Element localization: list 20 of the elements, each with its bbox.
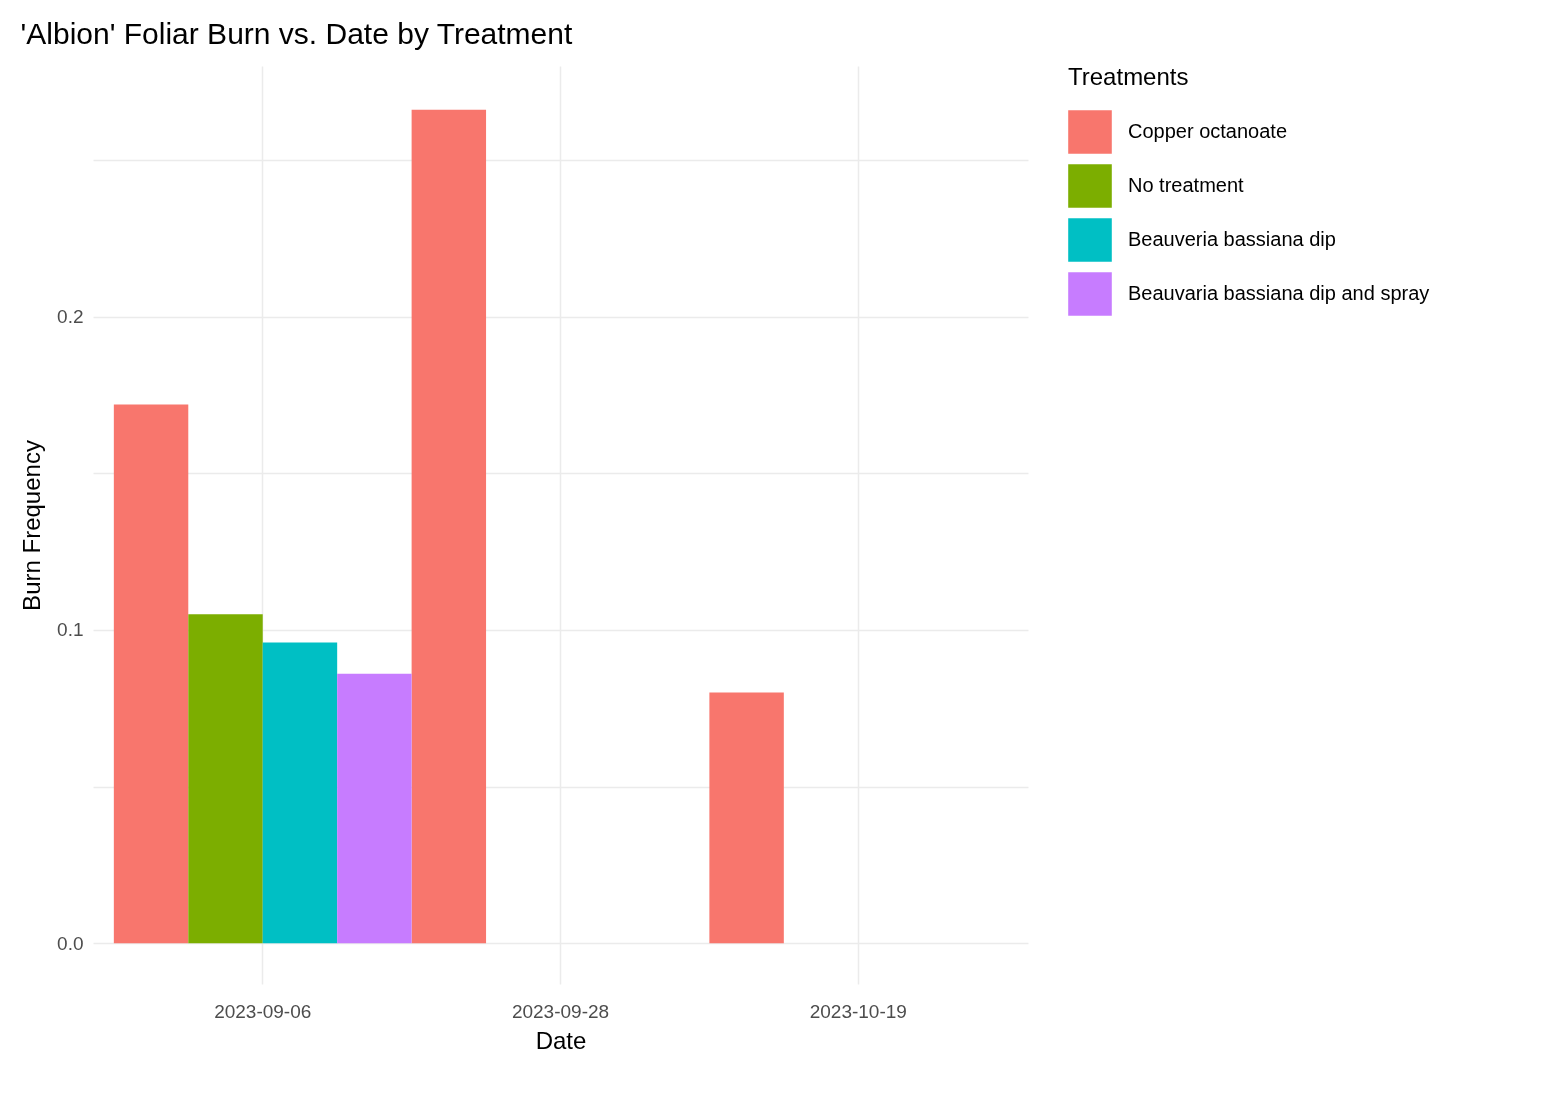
bar [188, 614, 263, 944]
y-tick-label: 0.2 [57, 306, 84, 328]
x-tick-label: 2023-09-28 [511, 1000, 610, 1022]
bar [337, 673, 412, 944]
legend-title: Treatments [1068, 63, 1189, 90]
chart-title: 'Albion' Foliar Burn vs. Date by Treatment [20, 17, 573, 50]
x-tick-label: 2023-09-06 [214, 1000, 312, 1022]
legend-label: Beauvaria bassiana dip and spray [1128, 282, 1430, 304]
legend-label: No treatment [1128, 174, 1245, 196]
bar [709, 692, 784, 944]
legend-label: Beauveria bassiana dip [1128, 228, 1336, 250]
x-axis-title: Date [535, 1026, 587, 1054]
bar [113, 404, 189, 944]
bar [411, 109, 487, 944]
legend-label: Copper octanoate [1128, 120, 1288, 142]
y-axis-title: Burn Frequency [18, 440, 46, 611]
y-tick-label: 0.1 [57, 619, 84, 641]
bar [262, 642, 338, 944]
y-tick-label: 0.0 [57, 932, 84, 954]
x-tick-label: 2023-10-19 [809, 1000, 907, 1022]
